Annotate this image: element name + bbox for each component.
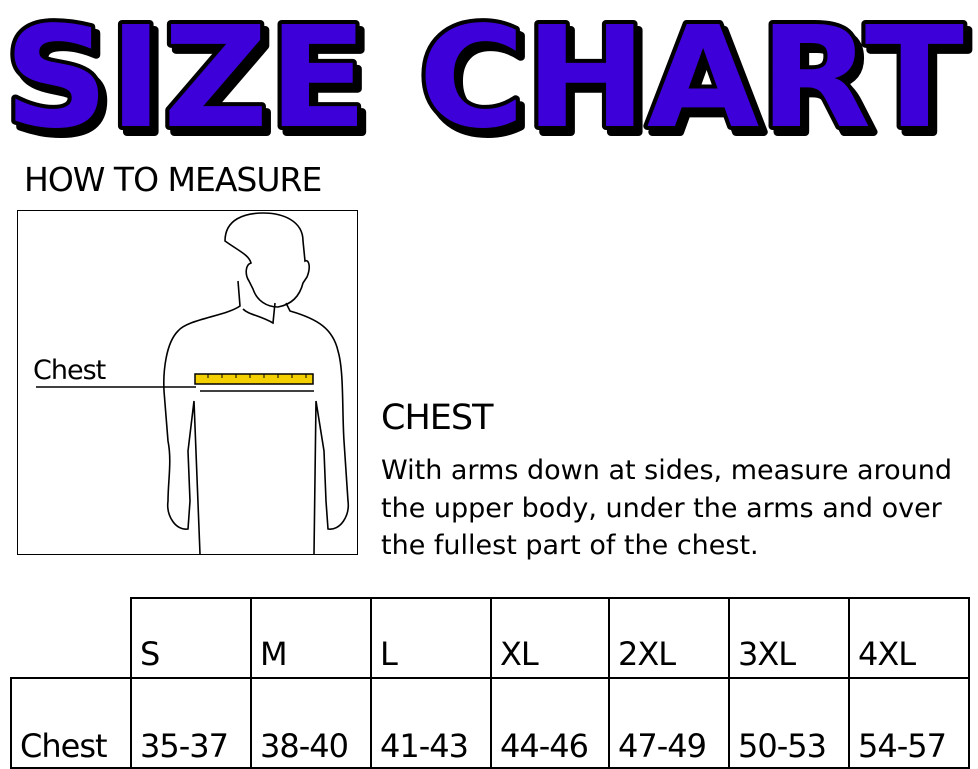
measurement-cell: 35-37 (130, 677, 252, 769)
size-header: 3XL (728, 597, 850, 679)
measurement-cell: 41-43 (370, 677, 492, 769)
row-label: Chest (10, 677, 132, 769)
figure-chest-label: Chest (33, 355, 106, 386)
size-header: XL (490, 597, 610, 679)
size-header: L (370, 597, 492, 679)
size-header: S (130, 597, 252, 679)
measurement-cell: 44-46 (490, 677, 610, 769)
size-table: S M L XL 2XL 3XL 4XL Chest 35-37 38-40 4… (10, 597, 970, 769)
body-outline-illustration (36, 212, 350, 554)
measurement-figure (17, 210, 358, 555)
measurement-cell: 50-53 (728, 677, 850, 769)
table-row: Chest 35-37 38-40 41-43 44-46 47-49 50-5… (10, 677, 970, 769)
size-chart-title: SIZE CHART (0, 0, 968, 164)
size-header: 2XL (608, 597, 730, 679)
chest-instructions: With arms down at sides, measure around … (381, 455, 952, 561)
measuring-tape-icon (194, 373, 314, 385)
title-text: SIZE CHART (4, 0, 964, 160)
chest-heading: CHEST (381, 398, 493, 438)
how-to-measure-heading: HOW TO MEASURE (24, 160, 322, 199)
measurement-cell: 47-49 (608, 677, 730, 769)
size-header: 4XL (848, 597, 970, 679)
measurement-cell: 38-40 (250, 677, 372, 769)
size-header-row: S M L XL 2XL 3XL 4XL (11, 597, 970, 679)
corner-cell (11, 598, 131, 679)
measurement-cell: 54-57 (848, 677, 970, 769)
size-header: M (250, 597, 372, 679)
